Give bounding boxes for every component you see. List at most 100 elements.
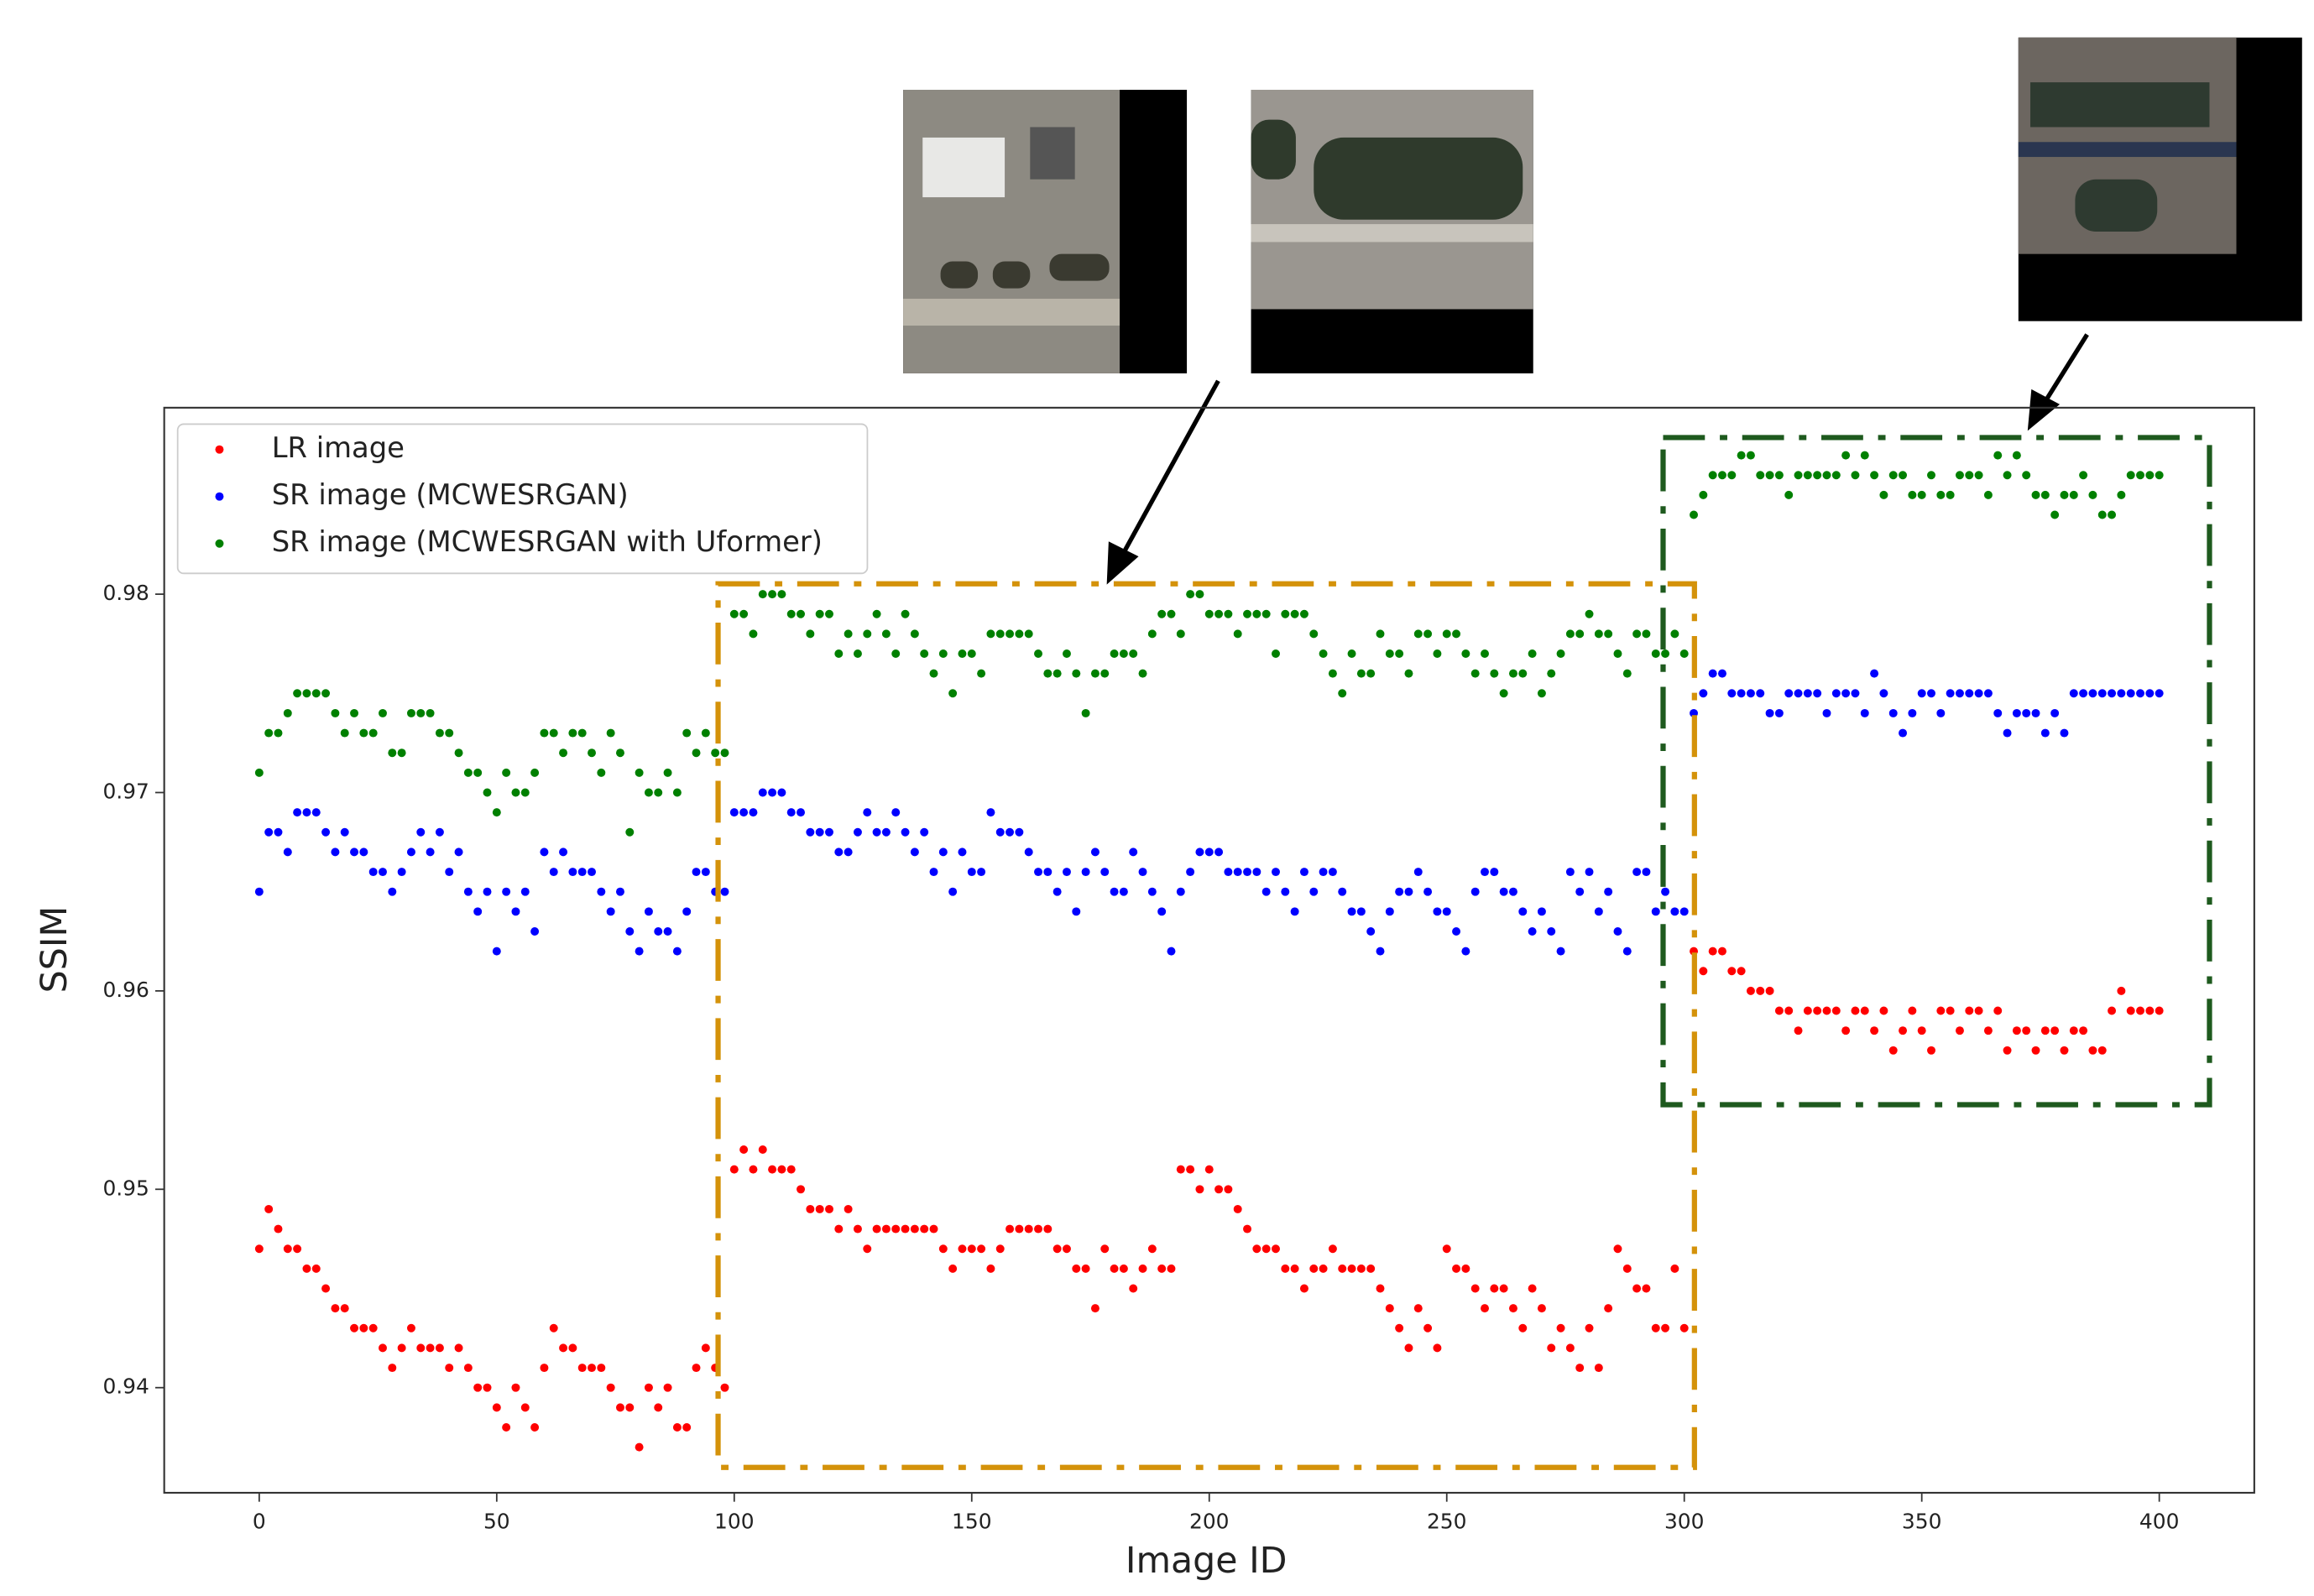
point xyxy=(379,1343,387,1353)
point xyxy=(350,708,359,717)
point xyxy=(995,827,1005,837)
point xyxy=(995,629,1005,639)
point xyxy=(2097,1046,2107,1055)
point xyxy=(720,887,729,896)
point xyxy=(1204,1165,1214,1174)
point xyxy=(1024,848,1033,857)
point xyxy=(321,827,331,837)
point xyxy=(1528,926,1537,936)
x-tick-label: 100 xyxy=(714,1510,755,1534)
point xyxy=(1794,689,1803,698)
point xyxy=(1803,471,1812,480)
point xyxy=(1841,689,1851,698)
point xyxy=(2040,728,2050,738)
point xyxy=(2126,471,2135,480)
point xyxy=(1565,629,1575,639)
point xyxy=(777,788,786,797)
point xyxy=(1062,1244,1071,1254)
point xyxy=(1404,887,1413,896)
point xyxy=(1281,1264,1290,1273)
point xyxy=(1946,689,1955,698)
point xyxy=(739,808,749,817)
point xyxy=(1423,629,1433,639)
point xyxy=(368,1323,378,1333)
point xyxy=(1015,1224,1024,1234)
point xyxy=(1727,967,1737,976)
point xyxy=(1936,490,1946,499)
point xyxy=(454,1343,463,1353)
marks xyxy=(254,451,2164,1452)
point xyxy=(1338,1264,1347,1273)
point xyxy=(1385,649,1394,658)
point xyxy=(1157,1264,1167,1273)
point xyxy=(1015,827,1024,837)
point xyxy=(1604,887,1613,896)
point xyxy=(786,1165,796,1174)
point xyxy=(454,748,463,758)
point xyxy=(797,609,806,618)
point xyxy=(331,1304,340,1313)
point xyxy=(549,1323,558,1333)
point xyxy=(1965,471,1974,480)
point xyxy=(1452,1264,1461,1273)
point xyxy=(2145,1006,2155,1015)
point xyxy=(1803,1006,1812,1015)
point xyxy=(321,1284,331,1293)
point xyxy=(1860,1006,1869,1015)
point xyxy=(1585,1323,1594,1333)
point xyxy=(340,827,349,837)
point xyxy=(1822,471,1831,480)
point xyxy=(1518,669,1528,678)
point xyxy=(274,1224,283,1234)
point xyxy=(1195,590,1204,599)
y-axis-label: SSIM xyxy=(34,906,76,994)
point xyxy=(1452,926,1461,936)
point xyxy=(1508,669,1517,678)
point xyxy=(588,748,596,758)
point xyxy=(1138,1264,1147,1273)
point xyxy=(1261,609,1271,618)
point xyxy=(1946,1006,1955,1015)
point xyxy=(1642,629,1651,639)
point xyxy=(1518,1323,1528,1333)
point xyxy=(1110,1264,1119,1273)
point xyxy=(473,768,483,777)
point xyxy=(1585,868,1594,877)
point xyxy=(910,629,919,639)
point xyxy=(264,728,274,738)
point xyxy=(1129,649,1138,658)
point xyxy=(1157,907,1167,916)
point xyxy=(1841,1026,1851,1035)
point xyxy=(1261,887,1271,896)
point xyxy=(1936,1006,1946,1015)
point xyxy=(1888,708,1898,717)
point xyxy=(967,868,976,877)
point xyxy=(397,1343,406,1353)
x-tick-label: 250 xyxy=(1427,1510,1467,1534)
point xyxy=(938,649,948,658)
point xyxy=(881,1224,891,1234)
point xyxy=(2069,1026,2078,1035)
point xyxy=(1983,689,1993,698)
highlight-box xyxy=(1660,435,2212,1108)
point xyxy=(1661,887,1670,896)
point xyxy=(359,848,368,857)
point xyxy=(379,708,387,717)
point xyxy=(1119,887,1128,896)
point xyxy=(768,1165,777,1174)
point xyxy=(1993,1006,2003,1015)
point xyxy=(1870,471,1879,480)
point xyxy=(1110,887,1119,896)
point xyxy=(388,887,397,896)
point xyxy=(530,1422,540,1432)
point xyxy=(1718,947,1726,956)
point xyxy=(739,1145,749,1154)
point xyxy=(654,788,663,797)
point xyxy=(1556,947,1565,956)
point xyxy=(1585,609,1594,618)
point xyxy=(2022,708,2031,717)
point xyxy=(1356,907,1366,916)
point xyxy=(758,1145,767,1154)
point xyxy=(834,848,844,857)
point xyxy=(577,728,587,738)
